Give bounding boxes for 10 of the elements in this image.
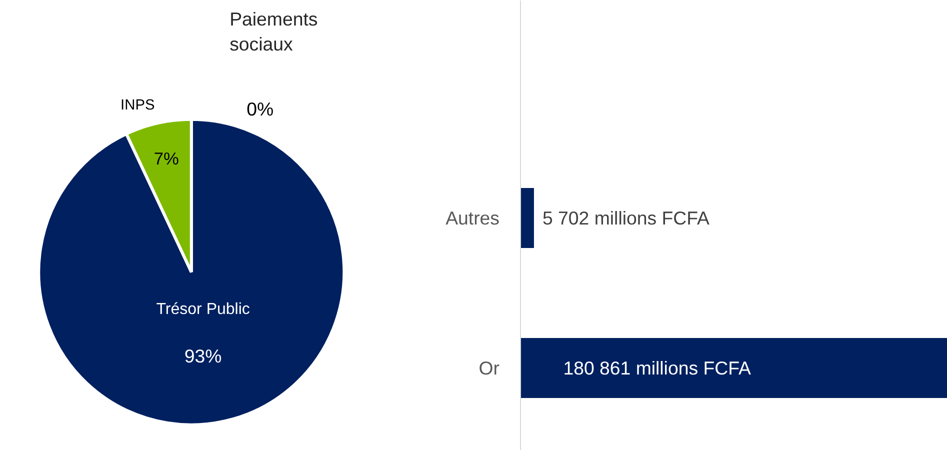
slice-label: Trésor Public	[156, 301, 250, 318]
data-label: 5 702 millions FCFA	[542, 208, 710, 228]
category-label: Paiements sociaux	[230, 8, 318, 55]
data-label: 7%	[154, 148, 179, 168]
text: 0%	[246, 98, 274, 120]
data-label: 180 861 millions FCFA	[563, 358, 752, 378]
y-tick-label: Autres	[446, 208, 500, 228]
slice-label: INPS	[120, 97, 155, 114]
data-label: 93%	[184, 346, 222, 367]
y-tick-label: Or	[478, 358, 500, 378]
